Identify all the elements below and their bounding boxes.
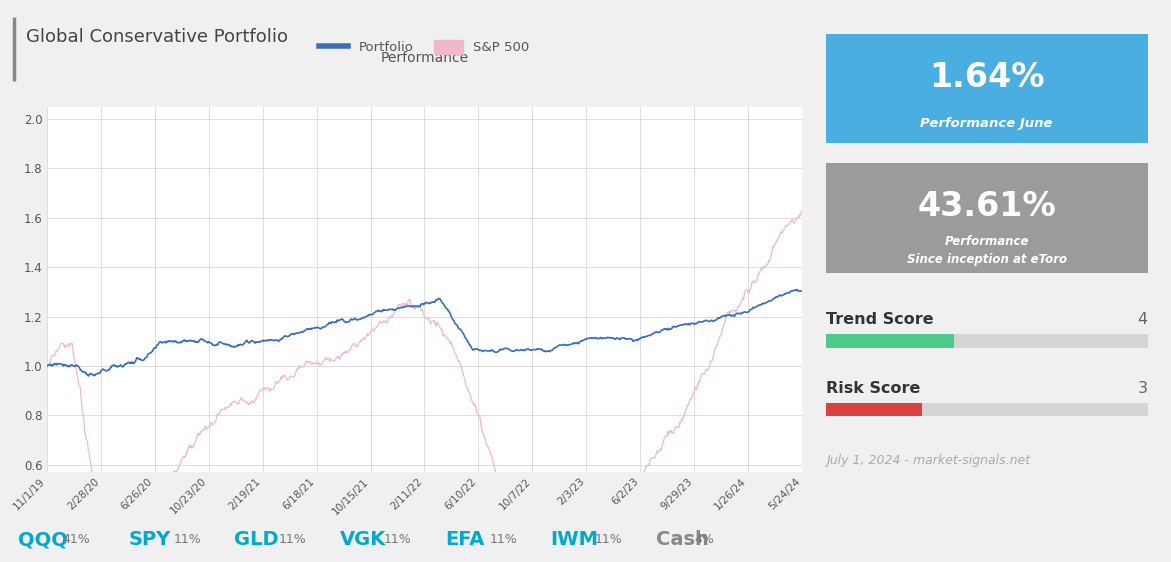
Text: VGK: VGK	[340, 530, 385, 549]
Legend: Portfolio, S&P 500: Portfolio, S&P 500	[314, 35, 535, 60]
Title: Performance: Performance	[381, 51, 468, 65]
Text: 43.61%: 43.61%	[917, 191, 1056, 223]
Text: 1.64%: 1.64%	[929, 61, 1045, 94]
Text: EFA: EFA	[445, 530, 485, 549]
Bar	[826, 403, 922, 416]
Text: July 1, 2024 - market-signals.net: July 1, 2024 - market-signals.net	[826, 454, 1029, 467]
Bar	[826, 403, 1148, 416]
Text: IWM: IWM	[550, 530, 598, 549]
Text: 11%: 11%	[595, 533, 623, 546]
Text: SPY: SPY	[129, 530, 171, 549]
Text: 4%: 4%	[694, 533, 714, 546]
Text: GLD: GLD	[234, 530, 279, 549]
Text: Cash: Cash	[656, 530, 708, 549]
Text: 11%: 11%	[173, 533, 201, 546]
Text: Performance
Since inception at eToro: Performance Since inception at eToro	[906, 235, 1067, 266]
Bar	[826, 334, 1148, 348]
Text: 11%: 11%	[384, 533, 412, 546]
Text: 4: 4	[1137, 312, 1148, 328]
Text: Performance June: Performance June	[920, 117, 1053, 130]
Text: 3: 3	[1137, 381, 1148, 396]
Text: QQQ: QQQ	[18, 530, 68, 549]
Text: 41%: 41%	[62, 533, 90, 546]
Bar	[826, 334, 954, 348]
Text: 11%: 11%	[489, 533, 518, 546]
Text: Trend Score: Trend Score	[826, 312, 933, 328]
Text: Global Conservative Portfolio: Global Conservative Portfolio	[26, 28, 288, 46]
Text: Risk Score: Risk Score	[826, 381, 920, 396]
Text: 11%: 11%	[279, 533, 307, 546]
